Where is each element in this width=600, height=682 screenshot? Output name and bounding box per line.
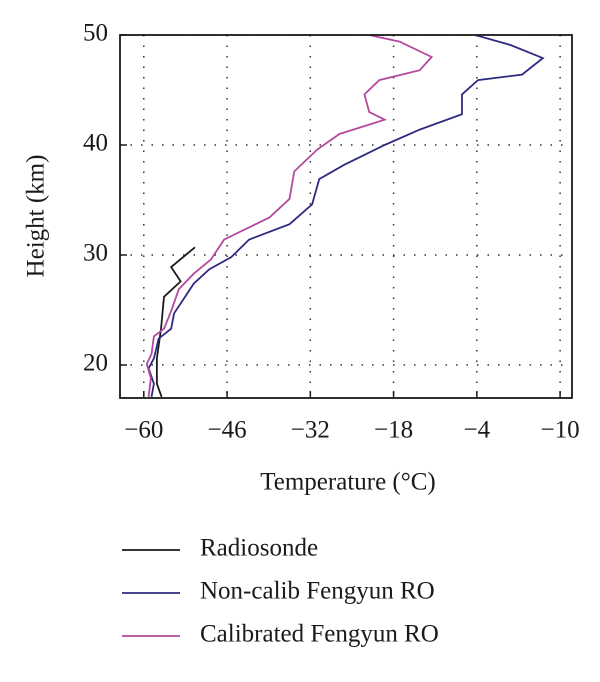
legend-label: Non-calib Fengyun RO bbox=[200, 578, 435, 605]
y-tick-label: 40 bbox=[83, 130, 108, 157]
plot-frame bbox=[119, 34, 573, 399]
y-tick-label: 30 bbox=[83, 240, 108, 267]
x-tick-label: −32 bbox=[291, 417, 330, 444]
series-line bbox=[147, 35, 545, 398]
series-line bbox=[155, 246, 196, 398]
x-axis-label: Temperature (°C) bbox=[260, 469, 436, 496]
legend-label: Calibrated Fengyun RO bbox=[200, 621, 439, 648]
x-tick-label: −46 bbox=[207, 417, 246, 444]
x-tick-label: −4 bbox=[464, 417, 491, 444]
series-line bbox=[145, 35, 434, 398]
x-tick-label: −10 bbox=[541, 417, 580, 444]
y-tick-label: 50 bbox=[83, 20, 108, 47]
legend-label: Radiosonde bbox=[200, 535, 318, 562]
x-tick-label: −18 bbox=[374, 417, 413, 444]
x-tick-label: −60 bbox=[124, 417, 163, 444]
y-tick-label: 20 bbox=[83, 350, 108, 377]
y-axis-label: Height (km) bbox=[23, 155, 50, 278]
